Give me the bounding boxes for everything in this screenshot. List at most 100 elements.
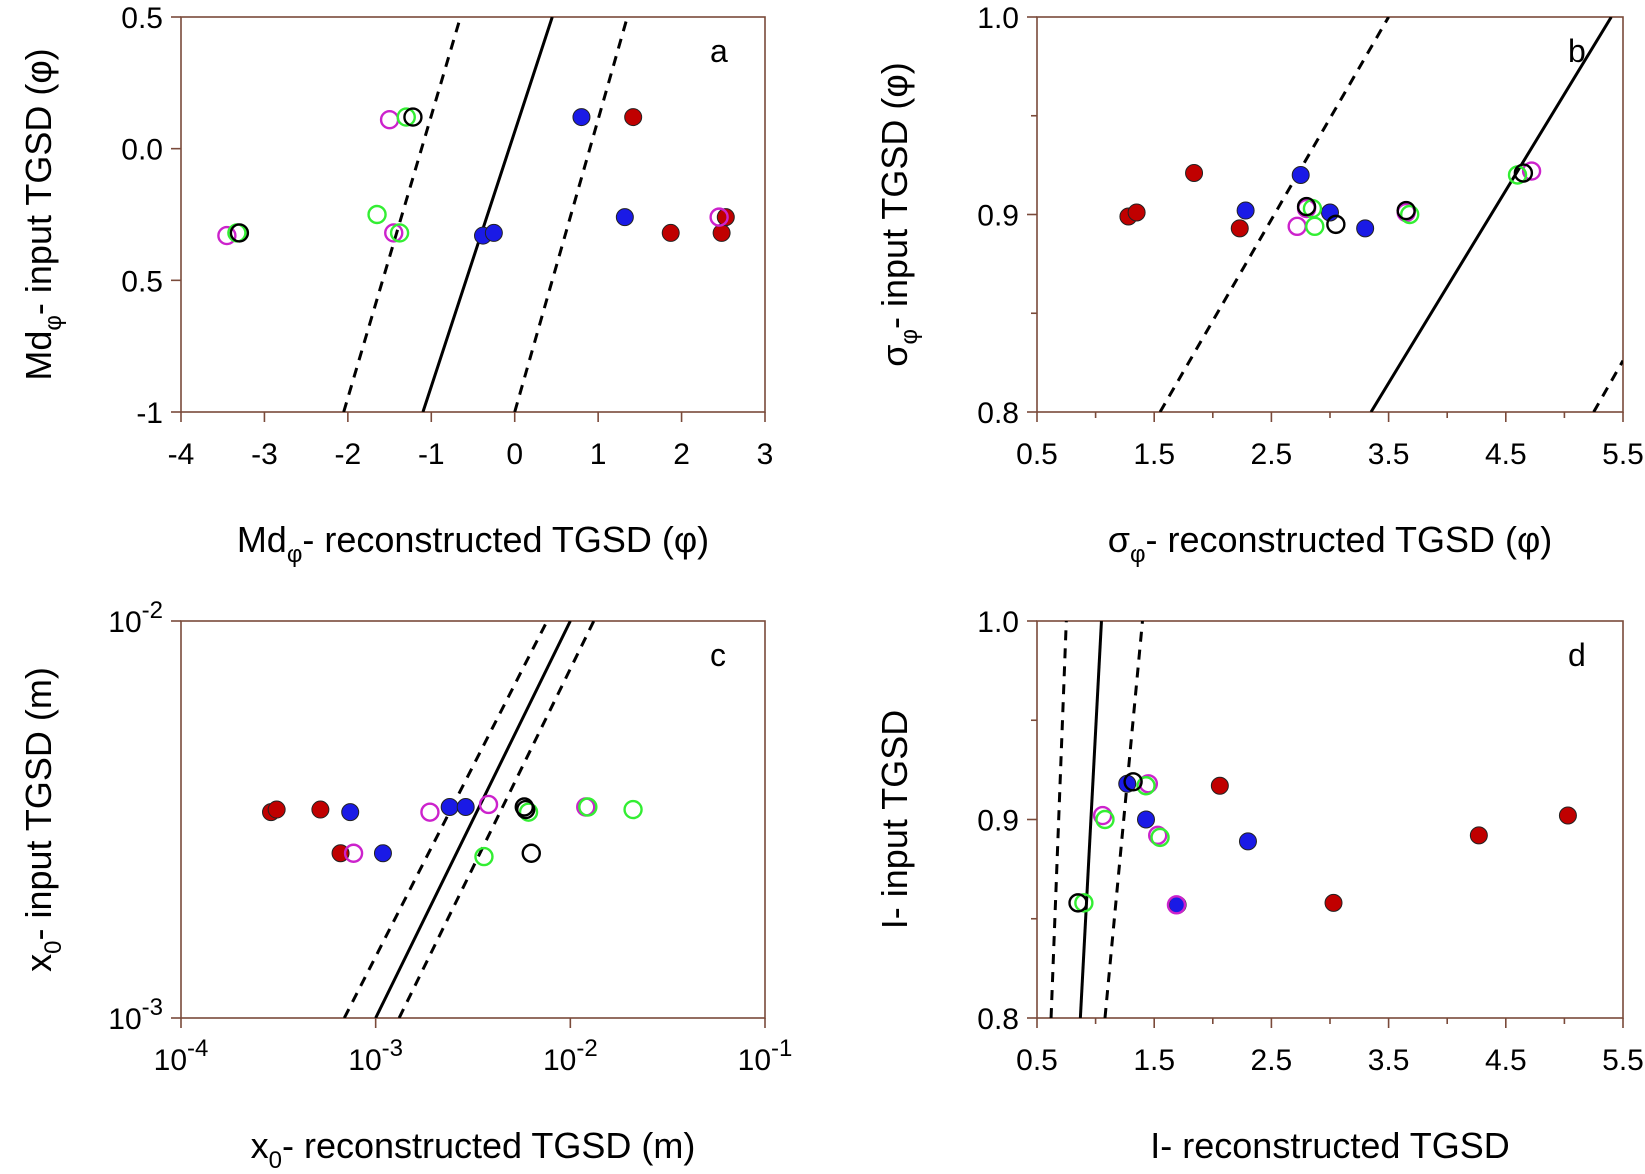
data-point-d-blue	[1136, 810, 1155, 829]
data-point-a-magenta	[709, 207, 729, 227]
solid-line-d	[1078, 621, 1103, 1018]
data-point-a-green	[367, 204, 387, 225]
data-point-a-blue	[572, 108, 591, 127]
data-point-d-green	[1136, 776, 1156, 796]
data-point-d-green	[1150, 827, 1170, 848]
data-point-a-black	[403, 107, 423, 127]
plot-frame-c	[180, 620, 766, 1019]
data-point-b-black	[1326, 214, 1346, 235]
data-point-a-magenta	[217, 225, 237, 246]
data-point-c-blue	[440, 798, 459, 817]
y-tick-label-c: 10-3	[108, 994, 163, 1036]
data-point-c-magenta	[343, 843, 364, 863]
x-tick-label-b: 4.5	[1485, 438, 1527, 471]
data-point-d-magenta	[1166, 895, 1187, 915]
dashed-line-c	[397, 621, 596, 1018]
data-point-c-blue	[341, 803, 360, 822]
solid-line-a	[421, 17, 554, 412]
y-tick-label-d: 0.8	[977, 1003, 1019, 1036]
y-tick-label-d: 1.0	[977, 606, 1019, 639]
y-axis-title-c: x0- input TGSD (m)	[18, 667, 67, 972]
data-point-b-blue	[1291, 166, 1310, 184]
x-tick-label-b: 1.5	[1133, 438, 1175, 471]
x-tick-label-d: 3.5	[1368, 1044, 1410, 1077]
panel-a: -4 -3 -2 -1 0 1 2 3 -1 0.5 0.0 0.5 a Mdφ- reconstruct…	[18, 2, 773, 568]
data-point-a-green	[396, 107, 416, 127]
data-point-d-black	[1123, 772, 1143, 792]
panel-letter-b: b	[1568, 33, 1586, 69]
y-axis-title-d: I- input TGSD	[874, 710, 915, 929]
data-point-a-blue	[615, 208, 634, 227]
data-point-b-red	[1230, 219, 1249, 238]
data-point-b-red	[1185, 164, 1204, 183]
y-axis-title-b: σφ- input TGSD (φ)	[874, 62, 923, 367]
panel-letter-a: a	[710, 33, 728, 69]
data-point-c-black	[516, 799, 536, 820]
data-point-d-magenta	[1138, 774, 1159, 794]
y-tick-label-c: 10-2	[108, 597, 163, 639]
data-point-c-red	[267, 800, 286, 819]
x-tick-label-a: -4	[168, 438, 195, 471]
data-point-c-magenta	[420, 802, 440, 822]
data-point-a-magenta	[384, 223, 404, 243]
x-tick-label-a: 0	[506, 438, 523, 471]
data-point-b-blue	[1236, 201, 1255, 220]
data-point-b-black	[1296, 196, 1317, 217]
x-tick-label-a: -1	[418, 438, 445, 471]
y-tick-label-d: 0.9	[977, 805, 1019, 838]
dashed-line-b	[1592, 359, 1623, 412]
x-tick-label-a: -2	[335, 438, 362, 471]
data-point-d-red	[1324, 893, 1343, 912]
data-point-a-blue	[484, 223, 503, 242]
panel-letter-c: c	[710, 637, 726, 673]
x-tick-label-b: 5.5	[1602, 438, 1644, 471]
data-point-c-magenta	[478, 794, 499, 815]
x-axis-title-b: σφ- reconstructed TGSD (φ)	[1108, 519, 1553, 568]
data-point-a-red	[661, 223, 680, 242]
data-point-b-magenta	[1521, 161, 1542, 181]
data-point-a-red	[712, 223, 731, 242]
y-axis-title-a: Mdφ- input TGSD (φ)	[18, 48, 67, 380]
data-point-d-green	[1074, 893, 1094, 913]
x-axis-title-d: I- reconstructed TGSD	[1150, 1125, 1509, 1166]
solid-line-b	[1369, 17, 1613, 412]
x-tick-label-d: 2.5	[1251, 1044, 1293, 1077]
dashed-line-b	[1158, 17, 1390, 412]
data-point-a-magenta	[379, 109, 400, 130]
x-tick-label-a: 3	[757, 438, 774, 471]
x-tick-label-c: 10-1	[738, 1035, 793, 1077]
solid-line-c	[374, 621, 572, 1018]
y-tick-label-a: 0.5	[121, 2, 163, 35]
data-point-d-magenta	[1148, 825, 1168, 846]
data-point-c-blue	[456, 798, 475, 817]
data-point-b-magenta	[1287, 216, 1307, 237]
x-tick-label-a: 1	[590, 438, 607, 471]
x-tick-label-a: 2	[673, 438, 690, 471]
data-point-b-red	[1127, 203, 1146, 222]
data-point-a-red	[624, 108, 643, 127]
x-tick-label-d: 4.5	[1485, 1044, 1527, 1077]
panel-d: 0.5 1.5 2.5 3.5 4.5 5.5 0.8 0.9 1.0 d I- reconstru…	[874, 606, 1644, 1166]
data-point-d-red	[1469, 826, 1488, 845]
dashed-line-d	[1049, 621, 1068, 1018]
plot-frame-a	[180, 16, 766, 413]
data-point-d-blue	[1238, 832, 1257, 851]
data-point-d-red	[1558, 806, 1577, 825]
x-tick-label-b: 3.5	[1368, 438, 1410, 471]
data-point-d-green	[1095, 809, 1115, 830]
x-tick-label-b: 2.5	[1251, 438, 1293, 471]
data-point-b-blue	[1356, 219, 1375, 238]
dashed-line-a	[513, 17, 629, 412]
data-point-c-green	[578, 797, 598, 817]
data-point-d-black	[1068, 893, 1088, 913]
x-axis-title-a: Mdφ- reconstructed TGSD (φ)	[237, 519, 709, 568]
data-point-a-red	[716, 208, 735, 227]
y-tick-label-a: 0.5	[121, 265, 163, 298]
x-tick-label-a: -3	[251, 438, 278, 471]
data-point-a-black	[229, 223, 250, 243]
x-tick-label-d: 0.5	[1016, 1044, 1058, 1077]
dashed-line-d	[1103, 621, 1144, 1018]
data-point-d-red	[1210, 776, 1229, 795]
